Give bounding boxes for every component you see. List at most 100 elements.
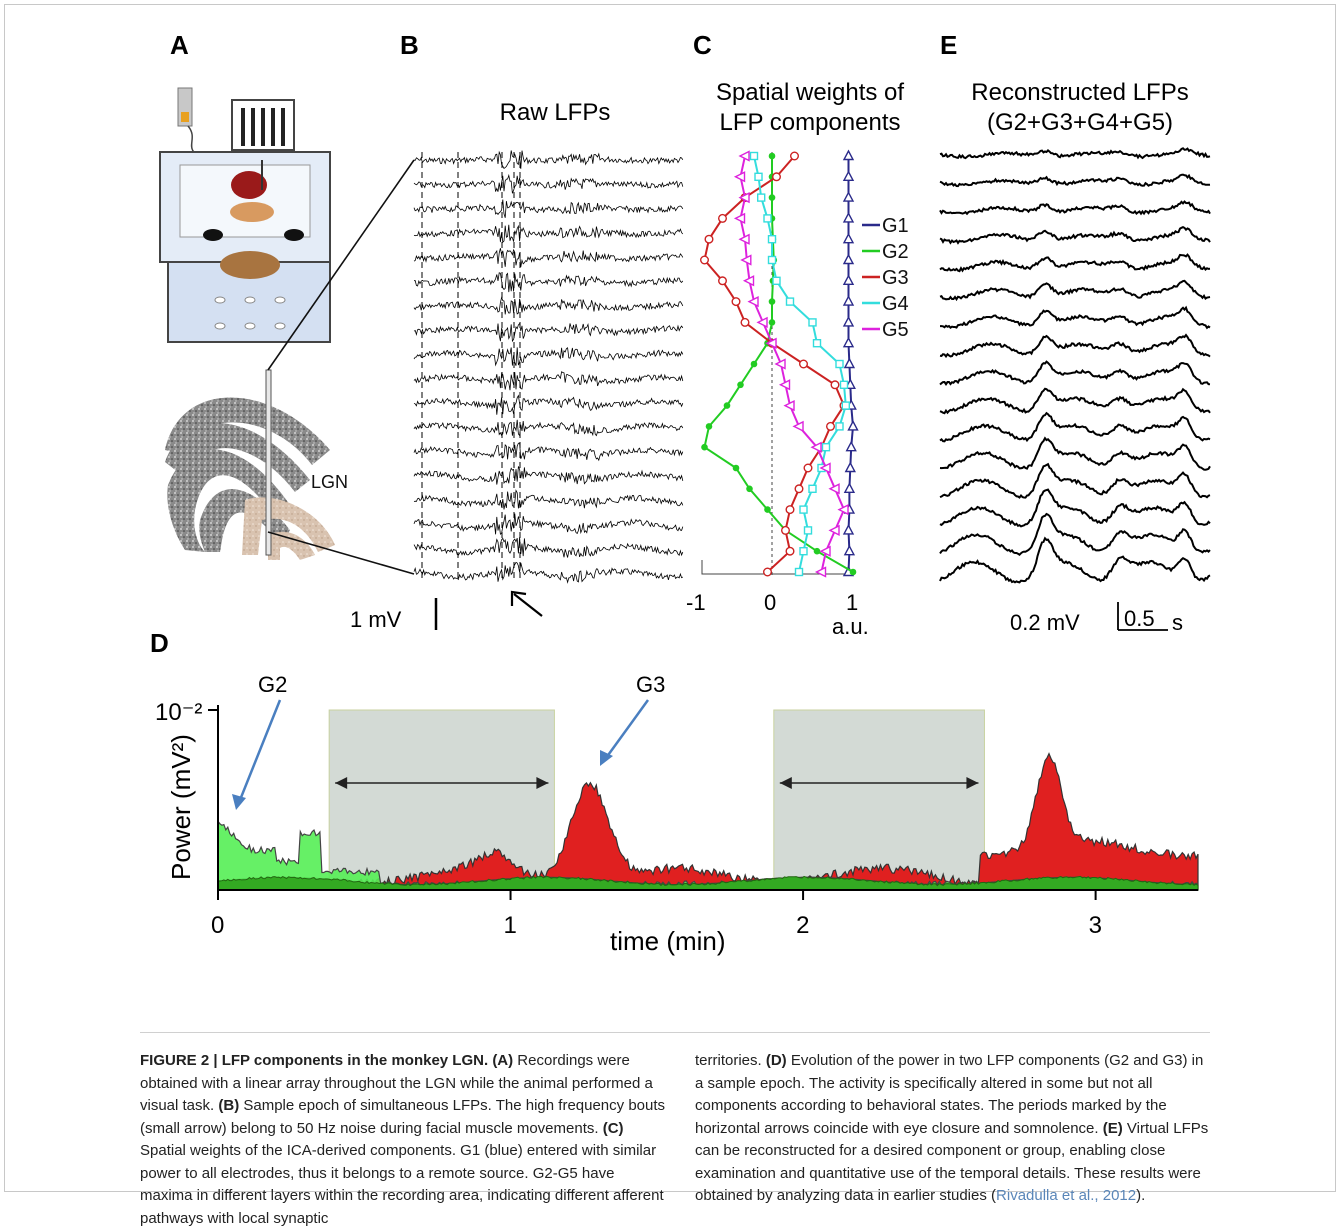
recon-trace [939,147,1211,160]
period-arrowhead [966,777,979,789]
panel-e-title-line1: Reconstructed LFPs [971,79,1189,106]
point-G5 [738,233,750,245]
legend-label-G1: G1 [882,215,909,237]
point-G1 [843,482,856,493]
shaded-period [773,709,985,891]
panel-label-e: E [940,30,958,60]
recon-scale-t-value: 0.5 [1124,606,1155,631]
point-G1 [843,544,856,556]
point-G4 [839,380,849,389]
panel-b-title: Raw LFPs [499,99,611,126]
point-G2 [768,152,776,160]
point-G5 [774,358,786,370]
point-G5 [783,399,795,412]
point-G2 [723,402,731,409]
raw-trace [413,296,684,315]
panel-c-title-line1: Spatial weights of [715,79,905,106]
point-G2 [849,568,857,576]
point-G3 [718,276,728,286]
point-G4 [794,567,804,577]
recon-trace [940,305,1211,330]
point-G5 [828,483,840,495]
point-G4 [772,276,781,285]
raw-trace [413,224,684,243]
point-G4 [799,505,808,514]
point-G3 [718,213,728,223]
g3-pointer-head [600,750,613,766]
point-G1 [847,419,859,431]
point-G4 [767,234,777,244]
period-arrowhead [779,777,792,789]
point-G1 [842,232,855,244]
point-G1 [842,315,855,327]
point-G1 [842,170,855,182]
caption-c-text: Spatial weights of the ICA-derived compo… [140,1142,664,1227]
recon-trace [939,411,1211,443]
point-G2 [732,464,740,472]
y-tick-label: 10⁻² [155,699,202,726]
point-G4 [808,484,817,493]
raw-trace [413,371,684,391]
point-G3 [731,297,741,307]
spatial-weights-legend: G1 G2 G3 G4 G5 [862,215,909,341]
point-G1 [842,274,855,285]
point-G4 [841,401,850,410]
recon-trace [939,279,1211,302]
lgn-label: LGN [311,472,348,492]
period-arrowhead [335,777,348,789]
point-G5 [742,275,755,287]
point-G4 [763,214,772,223]
recon-scale-t-unit: s [1172,610,1183,635]
caption-column-left: FIGURE 2 | LFP components in the monkey … [140,1050,670,1230]
point-G4 [803,526,813,535]
power-chart: 0 1 2 3 time (min) Power (mV²) 10⁻² G2 G3 [155,672,1199,956]
point-G4 [767,255,777,265]
point-G1 [844,461,856,473]
recon-trace [939,436,1211,471]
point-G5 [819,545,831,557]
raw-trace [413,489,684,510]
recon-trace [939,512,1211,556]
point-G4 [785,297,795,306]
panel-e-title-line2: (G2+G3+G4+G5) [986,109,1174,136]
recon-scale-v-label: 0.2 mV [1010,610,1080,635]
recon-trace [939,462,1211,499]
c-tick-0: 0 [764,590,776,615]
raw-trace [413,561,684,584]
point-G5 [814,566,827,578]
raw-trace [413,442,684,462]
point-G1 [842,253,855,265]
point-G2 [768,194,776,201]
point-G3 [772,172,782,182]
panel-label-b: B [400,30,419,60]
point-G3 [830,380,840,390]
spatial-weights-series [700,149,859,578]
caption-d-label: (D) [765,1052,787,1069]
panel-label-a: A [170,30,189,60]
caption-column-right: territories. (D) Evolution of the power … [695,1050,1215,1208]
point-G3 [799,359,809,369]
recon-trace [939,173,1211,188]
point-G3 [785,505,795,515]
point-G4 [799,547,808,556]
recon-trace [939,488,1211,528]
recon-trace [939,200,1211,216]
point-G3 [700,255,710,265]
point-G2 [764,506,771,513]
raw-trace [413,466,684,485]
raw-trace [413,322,684,343]
point-G4 [754,172,763,182]
point-G2 [750,360,758,368]
point-G2 [701,443,708,451]
point-G3 [704,234,714,244]
point-G5 [747,295,759,308]
point-G5 [819,462,831,474]
recon-trace [939,225,1211,245]
point-G5 [792,420,804,433]
raw-trace [413,150,684,169]
point-G5 [756,316,768,329]
point-G1 [842,336,855,348]
panel-label-d: D [150,628,169,658]
panel-e-title: Reconstructed LFPs (G2+G3+G4+G5) [935,78,1225,138]
caption-d-text: Evolution of the power in two LFP compon… [695,1052,1204,1137]
